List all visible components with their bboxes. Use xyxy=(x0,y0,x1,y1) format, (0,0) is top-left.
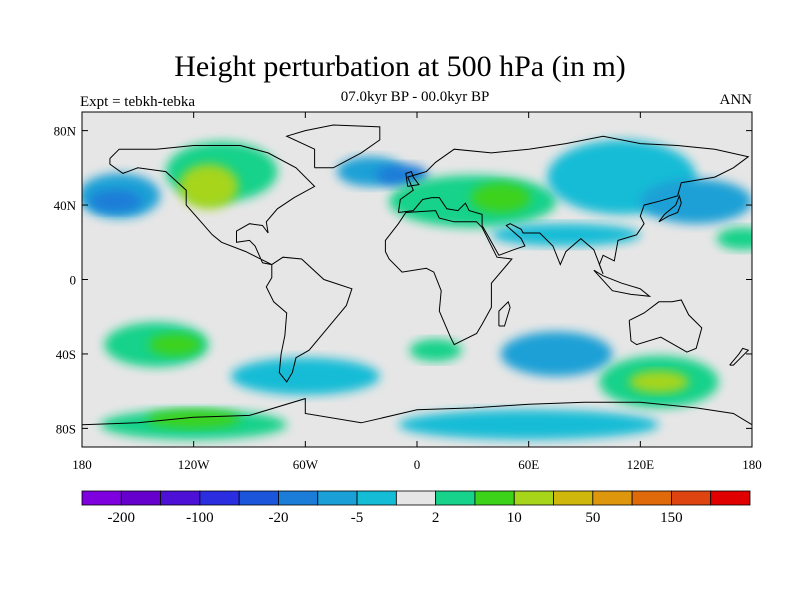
lon-tick-label: 180 xyxy=(72,457,92,472)
colorbar-swatch xyxy=(671,490,712,506)
coastline-australia xyxy=(628,299,703,353)
coastline-madagascar xyxy=(498,300,511,327)
contour-s-ocean-low-west xyxy=(230,357,380,395)
lat-tick-label: 0 xyxy=(70,273,77,288)
coastline-uk xyxy=(405,170,420,187)
colorbar-swatch xyxy=(199,490,240,506)
colorbar-label: 50 xyxy=(585,510,600,526)
colorbar-swatch xyxy=(395,490,437,506)
chart-title: Height perturbation at 500 hPa (in m) xyxy=(174,50,626,83)
contour-s-australia-high-core xyxy=(629,370,689,394)
lat-tick-label: 80S xyxy=(56,421,76,436)
contour-eurasia-high-core xyxy=(470,182,531,213)
coastline-antarctica xyxy=(82,397,752,426)
contour-antarctic-low-east xyxy=(398,409,659,440)
lat-tick-label: 40N xyxy=(54,198,77,213)
colorbar-label: -5 xyxy=(351,510,364,526)
contour-n-pacific-low-core xyxy=(89,190,142,213)
contour-antarctic-high-core xyxy=(147,409,241,429)
lon-tick-label: 120E xyxy=(627,457,655,472)
colorbar-swatch xyxy=(631,490,672,506)
coastlines xyxy=(82,124,752,426)
contour-s-indian-low xyxy=(500,331,613,377)
colorbar-label: -20 xyxy=(268,510,288,526)
chart-subtitle: 07.0kyr BP - 00.0kyr BP xyxy=(340,89,490,105)
coastline-north-america xyxy=(109,145,316,266)
lon-tick-label: 180 xyxy=(742,457,762,472)
colorbar-swatch xyxy=(120,490,161,506)
colorbar-swatch xyxy=(238,490,279,506)
colorbar: -200 -100 -20 -5 2 10 50 150 xyxy=(81,490,751,526)
contour-n-america-high-core xyxy=(178,164,239,209)
colorbar-swatch xyxy=(435,490,476,506)
coastline-greenland xyxy=(285,124,381,169)
contour-tropics-band-low xyxy=(491,223,641,246)
longitude-axis: 180 120W 60W 0 60E 120E 180 xyxy=(72,112,762,472)
colorbar-label: -100 xyxy=(186,510,214,526)
experiment-label: Expt = tebkh-tebka xyxy=(80,94,196,110)
colorbar-swatch xyxy=(317,490,358,506)
colorbar-swatch xyxy=(553,490,594,506)
lon-tick-label: 0 xyxy=(414,457,421,472)
colorbar-swatch xyxy=(278,490,319,506)
lat-tick-label: 80N xyxy=(54,124,77,139)
lon-tick-label: 60E xyxy=(518,457,539,472)
colorbar-label: 2 xyxy=(432,510,440,526)
contour-w-pacific-high xyxy=(716,227,752,250)
coastline-eurasia xyxy=(397,135,750,275)
lon-tick-label: 60W xyxy=(293,457,319,472)
coastline-japan xyxy=(658,194,682,223)
coastline-south-america xyxy=(265,256,353,383)
lon-tick-label: 120W xyxy=(178,457,211,472)
contour-s-pacific-high-core xyxy=(149,333,202,356)
contour-field xyxy=(82,139,752,440)
contour-n-pacific-west-low xyxy=(640,179,752,224)
colorbar-label: 150 xyxy=(660,510,683,526)
contour-s-atlantic-high xyxy=(409,339,462,362)
colorbar-swatch xyxy=(592,490,633,506)
colorbar-label: 10 xyxy=(507,510,522,526)
colorbar-swatch xyxy=(710,490,751,506)
colorbar-swatch xyxy=(474,490,515,506)
coastline-indonesia xyxy=(593,269,652,297)
season-label: ANN xyxy=(719,92,753,108)
coastline-new-zealand xyxy=(729,347,750,366)
latitude-axis: 80N 40N 0 40S 80S xyxy=(54,124,752,436)
colorbar-label: -200 xyxy=(108,510,136,526)
colorbar-swatch xyxy=(356,490,397,506)
colorbar-swatch xyxy=(513,490,554,506)
coastline-africa-eurasia xyxy=(384,210,513,346)
contour-n-atlantic-low-core xyxy=(376,164,429,187)
colorbar-swatch xyxy=(81,490,122,506)
colorbar-swatch xyxy=(160,490,201,506)
lat-tick-label: 40S xyxy=(56,347,76,362)
